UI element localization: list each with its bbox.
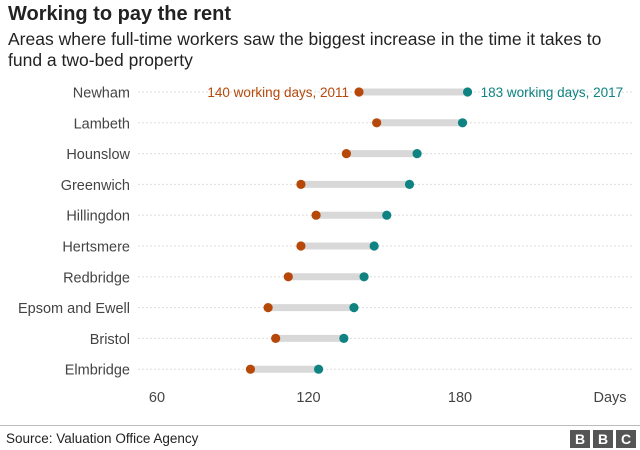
category-label: Hertsmere — [62, 240, 130, 256]
point-2017 — [457, 118, 468, 128]
point-2011 — [311, 210, 321, 220]
point-2017 — [339, 333, 349, 343]
point-2017 — [349, 303, 359, 313]
category-label: Hounslow — [66, 147, 130, 163]
point-2017 — [404, 179, 415, 189]
point-2011 — [341, 149, 351, 159]
category-label: Bristol — [90, 332, 130, 348]
point-2011 — [372, 118, 382, 128]
point-2017 — [369, 241, 379, 251]
bbc-logo-letter-1: B — [570, 430, 590, 448]
x-tick-label: 60 — [149, 390, 165, 406]
bbc-logo: B B C — [570, 430, 636, 448]
point-2011 — [245, 364, 256, 374]
point-2011 — [283, 272, 293, 282]
point-2011 — [296, 179, 306, 189]
footer-divider — [0, 425, 640, 426]
category-label: Epsom and Ewell — [18, 301, 130, 317]
x-axis-label: Days — [593, 390, 626, 406]
point-2017 — [382, 210, 392, 220]
point-2017 — [462, 87, 473, 97]
x-tick-label: 180 — [448, 390, 472, 406]
category-label: Redbridge — [63, 270, 130, 286]
category-label: Lambeth — [74, 116, 130, 132]
chart-subtitle: Areas where full-time workers saw the bi… — [8, 29, 602, 70]
annotation-2011: 140 working days, 2011 — [207, 85, 349, 100]
point-2011 — [354, 87, 364, 97]
dumbbell-chart: Newham Lambeth Hounslow Greenwich Hillingdon… — [18, 85, 632, 406]
point-2011 — [296, 241, 306, 251]
category-label: Newham — [73, 86, 130, 102]
bbc-logo-letter-2: B — [593, 430, 613, 448]
category-label: Elmbridge — [65, 363, 130, 379]
source-note: Source: Valuation Office Agency — [6, 431, 199, 446]
chart-title: Working to pay the rent — [8, 3, 231, 25]
annotation-2017: 183 working days, 2017 — [481, 85, 624, 100]
point-2017 — [359, 272, 369, 282]
x-tick-label: 120 — [296, 390, 320, 406]
category-label: Hillingdon — [66, 209, 130, 225]
point-2011 — [263, 303, 273, 313]
category-label: Greenwich — [61, 178, 130, 194]
point-2017 — [412, 149, 422, 159]
point-2011 — [271, 333, 281, 343]
bbc-logo-letter-3: C — [616, 430, 636, 448]
point-2017 — [314, 364, 324, 374]
